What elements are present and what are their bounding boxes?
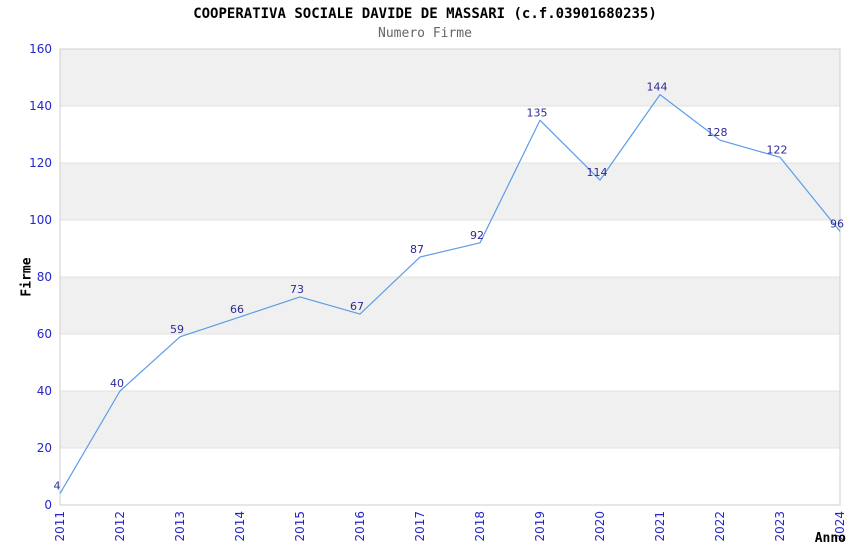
x-tick-label: 2017 <box>413 511 427 542</box>
plot-band <box>60 334 840 391</box>
x-tick-label: 2024 <box>833 511 847 542</box>
x-tick-label: 2018 <box>473 511 487 542</box>
x-tick-label: 2014 <box>233 511 247 542</box>
y-tick-label: 120 <box>29 156 52 170</box>
y-tick-label: 80 <box>37 270 52 284</box>
x-tick-label: 2021 <box>653 511 667 542</box>
x-tick-label: 2019 <box>533 511 547 542</box>
y-tick-label: 40 <box>37 384 52 398</box>
y-tick-label: 0 <box>44 498 52 512</box>
data-label: 87 <box>410 243 424 256</box>
plot-band <box>60 277 840 334</box>
y-tick-label: 60 <box>37 327 52 341</box>
plot-band <box>60 448 840 505</box>
plot-band <box>60 220 840 277</box>
x-tick-label: 2016 <box>353 511 367 542</box>
x-tick-label: 2011 <box>53 511 67 542</box>
chart-subtitle: Numero Firme <box>378 26 472 41</box>
y-tick-label: 20 <box>37 441 52 455</box>
data-label: 67 <box>350 300 364 313</box>
data-label: 96 <box>830 217 844 230</box>
data-label: 114 <box>587 166 608 179</box>
x-tick-label: 2012 <box>113 511 127 542</box>
y-tick-label: 140 <box>29 99 52 113</box>
y-tick-label: 160 <box>29 42 52 56</box>
x-tick-label: 2022 <box>713 511 727 542</box>
data-label: 144 <box>647 81 668 94</box>
plot-border <box>59 48 841 506</box>
data-label: 40 <box>110 377 124 390</box>
series-line <box>59 93 841 494</box>
chart-title: COOPERATIVA SOCIALE DAVIDE DE MASSARI (c… <box>193 6 657 22</box>
x-tick-label: 2023 <box>773 511 787 542</box>
plot-band <box>60 49 840 106</box>
data-label: 59 <box>170 323 184 336</box>
data-label: 128 <box>707 126 728 139</box>
data-label: 135 <box>527 106 548 119</box>
plot-band <box>60 391 840 448</box>
plot-band <box>60 106 840 163</box>
x-tick-label: 2015 <box>293 511 307 542</box>
x-tick-label: 2020 <box>593 511 607 542</box>
data-label: 122 <box>767 143 788 156</box>
x-tick-label: 2013 <box>173 511 187 542</box>
data-label: 73 <box>290 283 304 296</box>
data-label: 4 <box>54 480 61 493</box>
x-axis-title: Anno <box>814 531 846 546</box>
plot-band <box>60 163 840 220</box>
data-label: 92 <box>470 229 484 242</box>
y-tick-label: 100 <box>29 213 52 227</box>
data-label: 66 <box>230 303 244 316</box>
